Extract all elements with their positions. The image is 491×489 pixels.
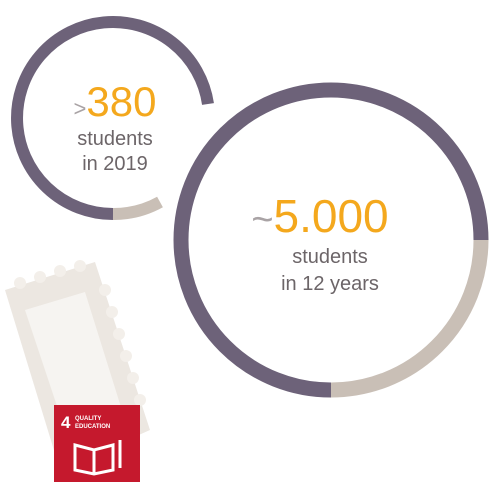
stat-label: students (77, 128, 153, 150)
badge-title: EDUCATION (75, 424, 110, 430)
book-icon (73, 440, 122, 476)
stat-prefix: ~ (251, 199, 273, 241)
stat-label: students (292, 246, 368, 268)
stat-value: ~5.000 (251, 190, 388, 242)
sdg-badge: 4 QUALITY EDUCATION (54, 405, 140, 482)
badge-title: QUALITY (75, 416, 101, 422)
ring-small (11, 16, 214, 221)
stat-number: 380 (86, 78, 156, 125)
stat-prefix: > (74, 96, 87, 121)
stat-label: in 2019 (82, 153, 148, 175)
stat-number: 5.000 (274, 190, 389, 242)
stat-label: in 12 years (281, 273, 379, 295)
ring-large (171, 80, 491, 400)
badge-number: 4 (61, 413, 71, 432)
stat-value: >380 (74, 78, 157, 125)
